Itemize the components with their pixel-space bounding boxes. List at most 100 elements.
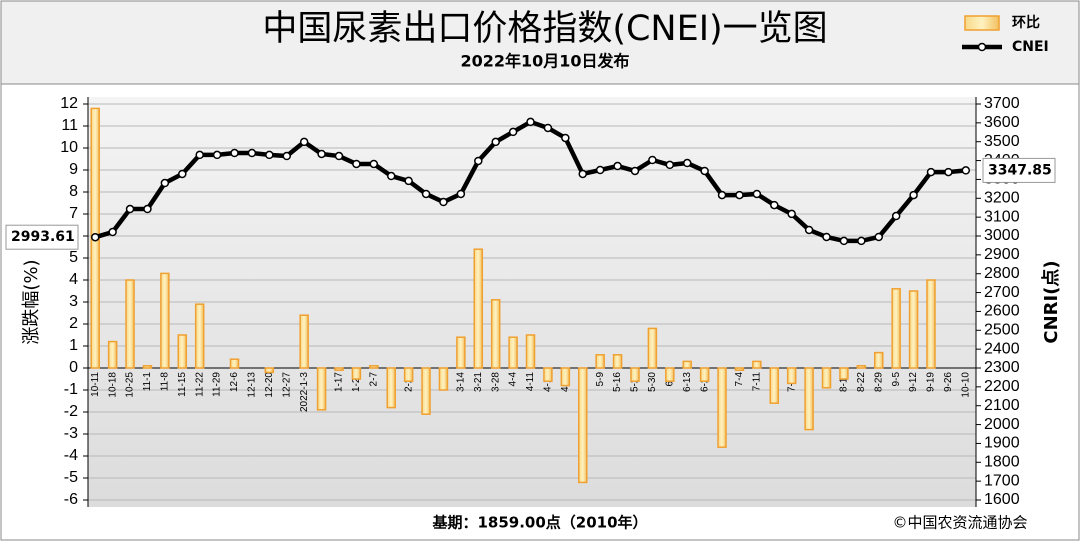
x-tick-label: 3-28 [490, 372, 501, 392]
line-point [369, 159, 379, 169]
line-point [578, 169, 588, 179]
y2-tick-label: 1600 [984, 491, 1020, 508]
y-tick-label: -3 [64, 425, 78, 442]
y2-tick-label: 2700 [984, 284, 1020, 301]
y-tick-label: 4 [69, 271, 78, 288]
bar [316, 367, 327, 411]
x-tick-label: 7-11 [752, 372, 763, 392]
bar [142, 365, 153, 369]
x-tick-label: 1-17 [334, 372, 345, 392]
bar [508, 336, 518, 369]
x-tick-label: 8-22 [856, 372, 867, 392]
y2-tick-label: 2200 [984, 378, 1020, 395]
line-point [961, 166, 971, 175]
bar [752, 360, 762, 369]
y-tick-label: 5 [69, 249, 78, 266]
bar [647, 327, 658, 369]
x-tick-label: 11-29 [212, 372, 223, 397]
line-point [160, 178, 170, 188]
line-point [735, 190, 744, 200]
bar [926, 279, 936, 369]
x-tick-label: 4-11 [525, 372, 536, 392]
x-tick-label: 11-15 [177, 372, 188, 397]
point-label: 2993.61 [11, 229, 75, 245]
bar [386, 367, 396, 409]
bar [856, 365, 867, 369]
bar [734, 367, 745, 371]
bar [839, 367, 849, 380]
line-point [648, 155, 657, 165]
point-label-box [982, 157, 1056, 183]
bar [438, 367, 449, 391]
line-point [90, 232, 100, 242]
y2-tick-label: 1700 [984, 472, 1020, 489]
y-tick-label: 12 [60, 95, 78, 112]
x-tick-label: 9-12 [908, 372, 919, 392]
x-tick-label: 12-20 [264, 372, 275, 398]
bar [543, 367, 553, 382]
bar [682, 360, 692, 369]
line-point [926, 167, 936, 177]
x-tick-label: 3-14 [456, 372, 467, 392]
x-tick-label: 12-27 [281, 372, 292, 398]
y-tick-label: 0 [69, 359, 78, 376]
y2-tick-label: 3700 [984, 95, 1020, 112]
line-point [456, 189, 466, 199]
credit: ©中国农资流通协会 [892, 514, 1027, 532]
line-point [526, 117, 535, 127]
y2-tick-label: 2000 [984, 416, 1020, 433]
y2-tick-label: 3500 [984, 133, 1020, 150]
bar [299, 314, 309, 369]
line-point [630, 166, 640, 176]
bar [334, 367, 344, 371]
bar [578, 367, 588, 484]
line-point [822, 232, 831, 242]
x-tick-label: 2-7 [368, 372, 379, 387]
x-tick-label: 5-9 [595, 372, 606, 387]
bar [665, 367, 675, 382]
bar [804, 367, 814, 431]
y2-tick-label: 2900 [984, 246, 1020, 263]
line-point [439, 197, 448, 207]
y2-tick-label: 3200 [984, 190, 1020, 207]
bar [560, 367, 571, 387]
line-point [682, 158, 692, 168]
line-point [613, 161, 622, 171]
bar [786, 367, 797, 385]
bar [630, 367, 640, 382]
x-tick-label: 10-25 [125, 372, 136, 398]
y2-tick-label: 2300 [984, 359, 1020, 376]
y-tick-label: 11 [61, 117, 78, 134]
line-point [247, 148, 257, 158]
x-tick-label: 3-21 [473, 372, 484, 392]
line-point [857, 236, 866, 246]
line-point [352, 159, 361, 169]
bar [177, 334, 188, 369]
line-point [491, 137, 500, 147]
line-point [178, 169, 187, 179]
x-tick-label: 5-30 [647, 372, 658, 392]
line-point [195, 150, 204, 160]
line-point [595, 165, 605, 175]
y2-tick-label: 3100 [984, 208, 1020, 225]
line-point [909, 190, 918, 200]
line-point [787, 209, 796, 219]
line-point [543, 123, 553, 133]
x-tick-label: 11-22 [194, 372, 205, 397]
bar [264, 367, 275, 374]
x-tick-label: 10-11 [90, 372, 101, 397]
y2-tick-label: 1900 [984, 435, 1020, 452]
line-point [317, 149, 326, 159]
y-axis-label: 涨跌幅(%) [21, 259, 42, 344]
bar [490, 299, 501, 369]
x-tick-label: 10-18 [107, 372, 118, 398]
y2-tick-label: 2800 [984, 265, 1020, 282]
footnote: 基期：1859.00点（2010年） [431, 514, 647, 532]
line-point [282, 151, 292, 161]
x-tick-label: 5-16 [612, 372, 623, 392]
line-point [944, 167, 953, 177]
line-point [804, 225, 814, 235]
bar [891, 288, 901, 369]
y2-tick-label: 2100 [984, 397, 1020, 414]
bar [421, 367, 431, 415]
